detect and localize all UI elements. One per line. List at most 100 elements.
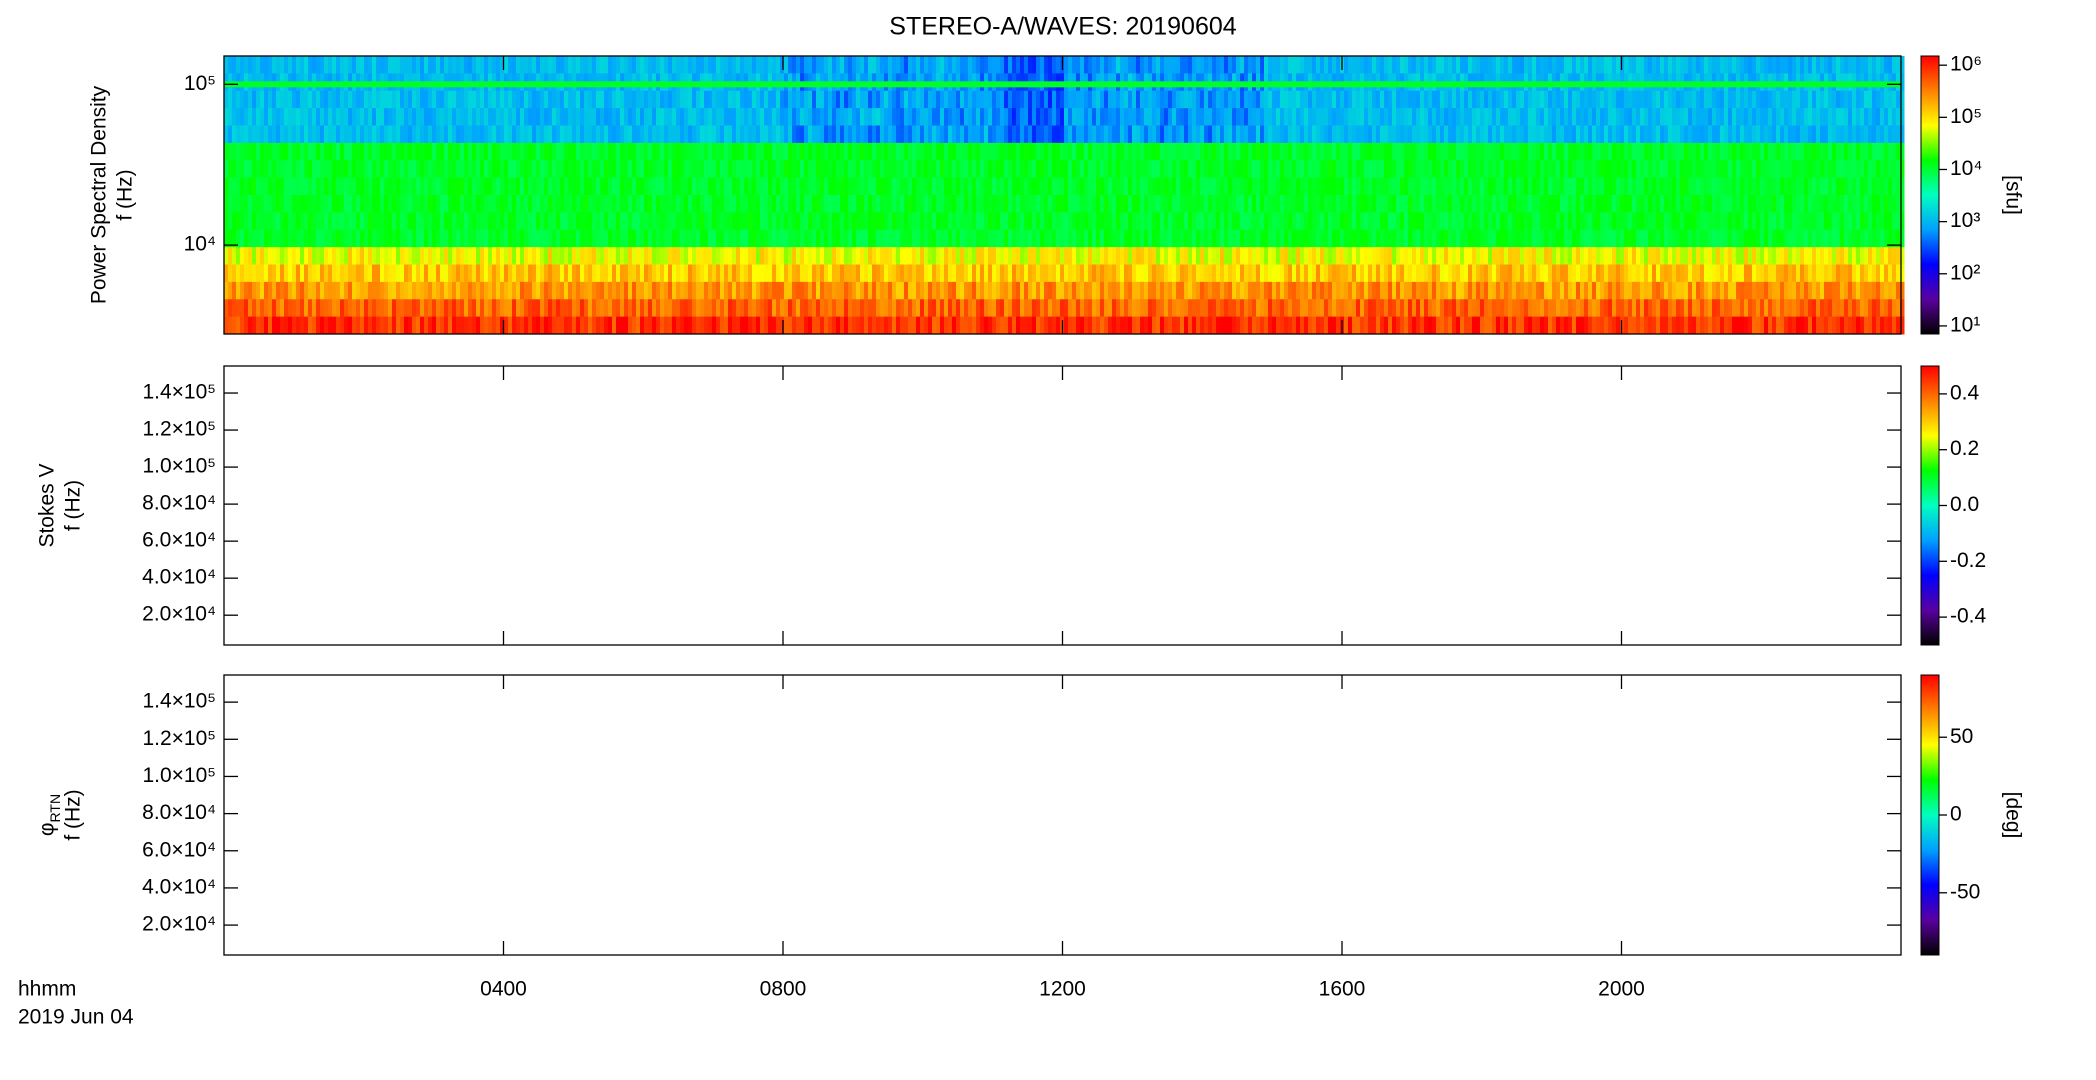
spectrogram-cell — [1248, 177, 1253, 196]
spectrogram-cell — [1028, 56, 1033, 74]
spectrogram-cell — [848, 299, 853, 318]
spectrogram-cell — [1072, 229, 1077, 248]
spectrogram-cell — [1076, 316, 1081, 335]
spectrogram-cell — [608, 90, 613, 109]
spectrogram-cell — [1160, 264, 1165, 283]
spectrogram-cell — [1012, 212, 1017, 231]
spectrogram-cell — [1164, 212, 1169, 231]
spectrogram-cell — [1248, 160, 1253, 179]
spectrogram-cell — [1032, 247, 1037, 265]
spectrogram-cell — [1428, 56, 1433, 74]
spectrogram-cell — [376, 281, 381, 300]
spectrogram-cell — [968, 160, 973, 179]
spectrogram-cell — [1264, 56, 1269, 74]
spectrogram-cell — [464, 247, 469, 265]
spectrogram-cell — [1064, 281, 1069, 300]
spectrogram-cell — [1088, 177, 1093, 196]
spectrogram-cell — [888, 108, 893, 126]
spectrogram-cell — [1164, 125, 1169, 144]
spectrogram-cell — [1276, 316, 1281, 335]
spectrogram-cell — [1032, 90, 1037, 109]
spectrogram-cell — [1148, 316, 1153, 335]
spectrogram-cell — [1060, 177, 1065, 196]
spectrogram-cell — [1360, 212, 1365, 231]
spectrogram-cell — [1228, 177, 1233, 196]
spectrogram-cell — [528, 299, 533, 318]
spectrogram-cell — [1076, 247, 1081, 265]
spectrogram-cell — [1432, 264, 1437, 283]
spectrogram-cell — [496, 142, 501, 161]
spectrogram-cell — [1004, 160, 1009, 179]
spectrogram-cell — [264, 125, 269, 144]
spectrogram-cell — [416, 264, 421, 283]
spectrogram-cell — [292, 177, 297, 196]
spectrogram-cell — [484, 142, 489, 161]
spectrogram-cell — [1028, 212, 1033, 231]
spectrogram-cell — [768, 195, 773, 213]
spectrogram-cell — [716, 247, 721, 265]
spectrogram-cell — [872, 281, 877, 300]
spectrogram-cell — [620, 177, 625, 196]
spectrogram-cell — [1064, 125, 1069, 144]
spectrogram-cell — [628, 281, 633, 300]
spectrogram-cell — [680, 247, 685, 265]
spectrogram-cell — [928, 160, 933, 179]
spectrogram-cell — [996, 212, 1001, 231]
spectrogram-cell — [1268, 195, 1273, 213]
spectrogram-cell — [564, 264, 569, 283]
spectrogram-cell — [1184, 142, 1189, 161]
spectrogram-cell — [580, 142, 585, 161]
spectrogram-cell — [852, 160, 857, 179]
spectrogram-cell — [1348, 281, 1353, 300]
spectrogram-cell — [320, 160, 325, 179]
spectrogram-cell — [1328, 264, 1333, 283]
spectrogram-cell — [1216, 90, 1221, 109]
spectrogram-cell — [512, 56, 517, 74]
spectrogram-cell — [1364, 90, 1369, 109]
spectrogram-cell — [904, 108, 909, 126]
spectrogram-cell — [1076, 160, 1081, 179]
spectrogram-cell — [1464, 56, 1469, 74]
spectrogram-cell — [768, 281, 773, 300]
spectrogram-cell — [720, 229, 725, 248]
spectrogram-cell — [756, 316, 761, 335]
spectrogram-cell — [472, 195, 477, 213]
spectrogram-cell — [280, 299, 285, 318]
spectrogram-cell — [380, 229, 385, 248]
spectrogram-cell — [684, 90, 689, 109]
spectrogram-cell — [1204, 108, 1209, 126]
spectrogram-cell — [692, 212, 697, 231]
spectrogram-cell — [556, 142, 561, 161]
spectrogram-cell — [876, 56, 881, 74]
spectrogram-cell — [436, 316, 441, 335]
spectrogram-cell — [1080, 90, 1085, 109]
spectrogram-cell — [1296, 264, 1301, 283]
spectrogram-cell — [1008, 316, 1013, 335]
spectrogram-cell — [620, 160, 625, 179]
spectrogram-cell — [640, 160, 645, 179]
spectrogram-cell — [992, 281, 997, 300]
spectrogram-cell — [580, 90, 585, 109]
spectrogram-cell — [1372, 212, 1377, 231]
spectrogram-cell — [236, 281, 241, 300]
spectrogram-cell — [1052, 108, 1057, 126]
spectrogram-cell — [264, 247, 269, 265]
spectrogram-cell — [716, 264, 721, 283]
spectrogram-cell — [264, 316, 269, 335]
spectrogram-cell — [516, 264, 521, 283]
spectrogram-cell — [528, 281, 533, 300]
spectrogram-cell — [1444, 247, 1449, 265]
spectrogram-cell — [1448, 142, 1453, 161]
spectrogram-cell — [744, 142, 749, 161]
spectrogram-cell — [1352, 90, 1357, 109]
spectrogram-cell — [1208, 56, 1213, 74]
spectrogram-cell — [1460, 90, 1465, 109]
spectrogram-cell — [476, 90, 481, 109]
spectrogram-cell — [1080, 108, 1085, 126]
spectrogram-cell — [932, 108, 937, 126]
spectrogram-cell — [280, 281, 285, 300]
spectrogram-cell — [408, 212, 413, 231]
spectrogram-cell — [472, 264, 477, 283]
spectrogram-cell — [1368, 212, 1373, 231]
spectrogram-cell — [1444, 125, 1449, 144]
